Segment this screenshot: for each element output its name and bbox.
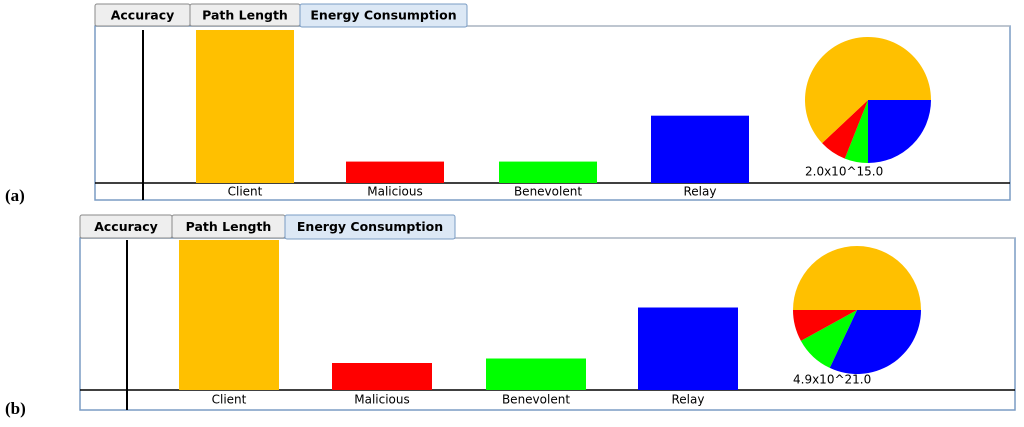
- tab-label[interactable]: Accuracy: [94, 219, 158, 234]
- x-tick-label: Relay: [684, 185, 717, 199]
- tab-label[interactable]: Energy Consumption: [297, 219, 443, 234]
- pie-slice: [793, 246, 921, 310]
- pie-slice: [800, 310, 857, 368]
- panel-label: (a): [5, 186, 25, 205]
- bar: [486, 358, 586, 390]
- tab[interactable]: [284, 214, 456, 240]
- tab-label[interactable]: Path Length: [202, 8, 288, 23]
- pie-slice: [793, 310, 857, 341]
- bar: [346, 161, 444, 183]
- pie-slice: [844, 100, 868, 163]
- x-tick-label: Client: [212, 393, 247, 407]
- pie-slice: [822, 100, 868, 159]
- x-tick-label: Benevolent: [502, 393, 570, 407]
- pie-caption: 2.0x10^15.0: [805, 165, 883, 179]
- tab[interactable]: [299, 3, 468, 28]
- bar: [499, 161, 597, 183]
- panel-label: (b): [5, 399, 26, 418]
- pie-caption: 4.9x10^21.0: [793, 373, 871, 387]
- tab-label[interactable]: Accuracy: [111, 8, 175, 23]
- x-tick-label: Malicious: [367, 185, 423, 199]
- bar: [651, 115, 749, 183]
- bar: [638, 307, 738, 390]
- x-tick-label: Malicious: [354, 393, 410, 407]
- pie-slice: [829, 310, 921, 374]
- pie-slice: [868, 100, 931, 163]
- x-tick-label: Benevolent: [514, 185, 582, 199]
- pie-slice: [805, 37, 931, 144]
- x-tick-label: Client: [228, 185, 263, 199]
- tab-label[interactable]: Energy Consumption: [310, 8, 456, 23]
- bar: [196, 30, 294, 183]
- bar: [179, 240, 279, 390]
- x-tick-label: Relay: [672, 393, 705, 407]
- tab-label[interactable]: Path Length: [186, 219, 272, 234]
- bar: [332, 363, 432, 390]
